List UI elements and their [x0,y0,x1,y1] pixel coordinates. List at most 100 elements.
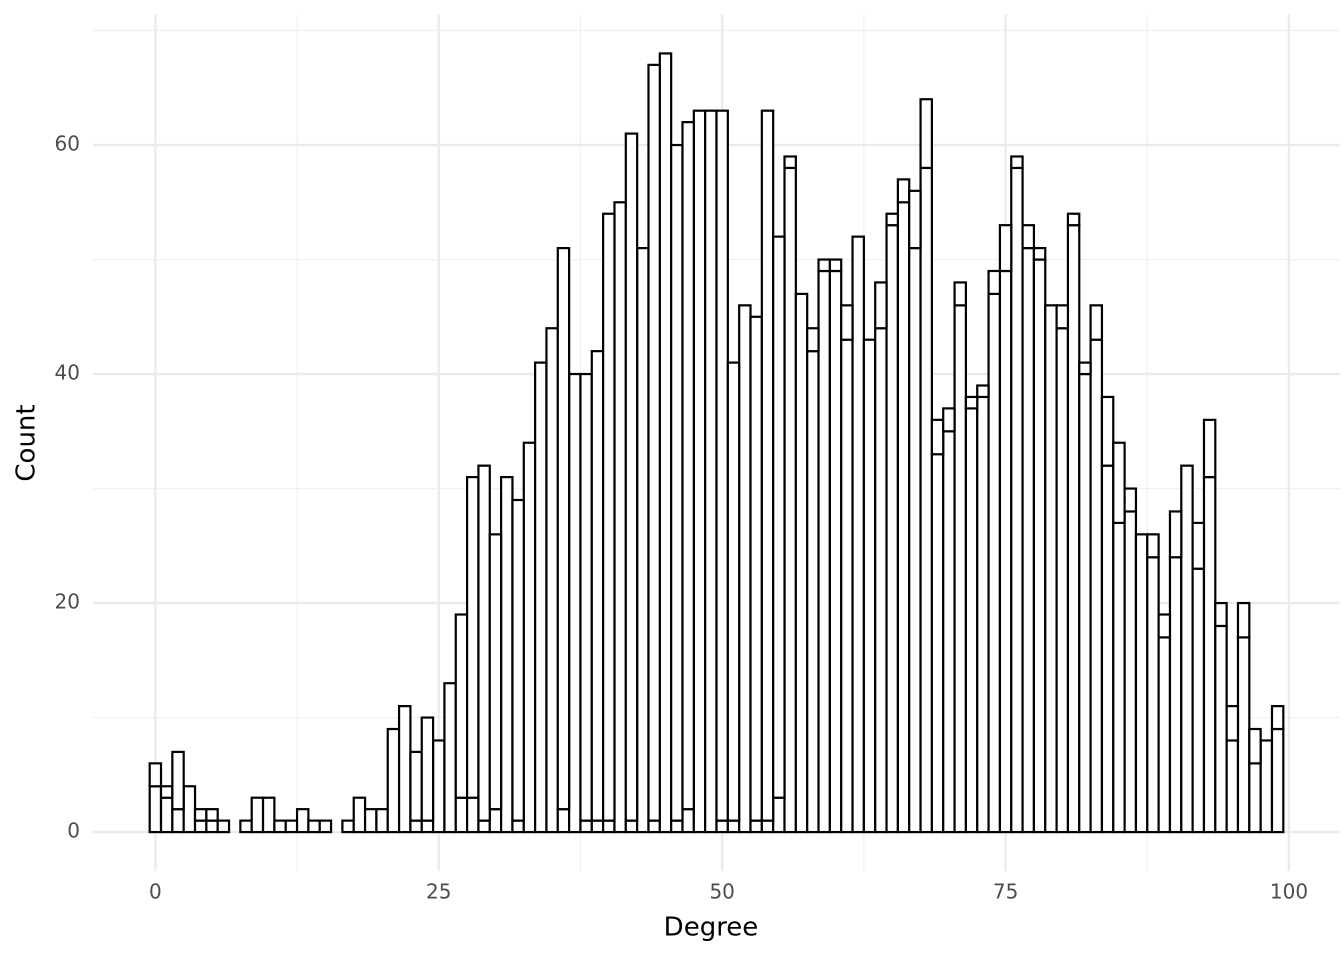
histogram-bar [1089,304,1104,341]
histogram-bar [443,682,457,834]
histogram-bar [919,166,933,834]
histogram-bar [1078,372,1092,834]
histogram-bar [647,63,661,822]
histogram-bar [908,189,922,250]
y-tick-label: 60 [55,132,80,156]
histogram-bar [738,304,752,834]
x-tick-label: 100 [1270,880,1308,904]
histogram-bar [488,533,503,811]
histogram-bar [1202,476,1217,834]
histogram-bar [420,819,435,834]
histogram-bar [1021,224,1036,250]
histogram-bar [1146,556,1160,834]
histogram-bar [862,338,877,834]
histogram-bar [1044,304,1058,834]
histogram-bar [1236,636,1251,834]
histogram-bar [885,212,899,227]
histogram-bar [1134,533,1149,834]
histogram-bar [715,819,729,834]
histogram-bar [726,361,741,822]
histogram-bar [1112,441,1126,525]
histogram-bar [477,819,491,834]
histogram-bar [794,292,809,834]
histogram-bar [896,178,911,204]
histogram-bar [159,796,174,834]
histogram-bar [454,613,469,799]
histogram-bar [987,269,1002,295]
histogram-bar [817,258,831,273]
histogram-bar [171,750,185,811]
histogram-bar [828,258,843,273]
histogram-bar [545,327,559,834]
histogram-bar [681,121,695,811]
histogram-bar [1123,510,1138,834]
histogram-bar [352,796,367,834]
histogram-bar [1100,464,1115,834]
histogram-bar [205,808,219,822]
histogram-bar [636,246,650,834]
histogram-bar [772,235,786,799]
histogram-bar [171,808,185,834]
histogram-bar [556,808,571,834]
histogram-bar [908,246,922,834]
histogram-bar [749,315,763,822]
histogram-bar [1168,556,1183,834]
histogram-bar [670,143,684,822]
histogram-bar [840,338,854,834]
histogram-bar [828,269,843,834]
histogram-bar [1236,601,1251,639]
histogram-bar [658,52,673,834]
histogram-bar [318,819,333,834]
histogram-bar [1248,727,1262,765]
histogram-bar [840,304,854,341]
histogram-bar [715,109,729,822]
histogram-bar [1270,727,1285,834]
histogram-bar [295,808,310,834]
histogram-bar [579,372,593,822]
histogram-bar [556,246,571,811]
histogram-bar [1202,418,1217,479]
histogram-bar [704,109,718,834]
histogram-bar [1157,636,1172,834]
histogram-bar [1055,304,1070,330]
histogram-bar [579,819,593,834]
histogram-bar [1112,521,1126,834]
histogram-bar [261,796,276,834]
histogram-bar [806,350,820,834]
x-tick-label: 25 [426,880,451,904]
histogram-bar [1010,166,1024,834]
histogram-bar [590,350,605,822]
histogram-bar [307,819,321,834]
histogram-bar [624,819,639,834]
histogram-bar [239,819,253,834]
histogram-bar [817,269,831,834]
histogram-bar [1032,258,1047,834]
histogram-bar [760,819,775,834]
histogram-bar [647,819,661,834]
histogram-bar [1032,246,1047,261]
histogram-bar [409,819,423,834]
histogram-bar [851,235,865,834]
histogram-bar [987,292,1002,834]
histogram-bar [942,407,956,433]
histogram-bar [1055,327,1070,834]
histogram-bar [1157,613,1172,639]
histogram-bar [534,361,548,834]
histogram-bar [692,109,707,834]
histogram-bar [1021,246,1036,834]
histogram-bar [431,739,446,834]
histogram-bar [1066,212,1081,227]
y-tick-label: 20 [55,590,80,614]
histogram-bar [1225,739,1240,834]
histogram-bar [488,808,503,834]
histogram-bar [1146,533,1160,559]
histogram-bar [919,98,933,170]
histogram-bar [964,395,979,410]
histogram-bar [500,476,514,834]
histogram-bar [976,384,990,399]
histogram-bar [159,785,174,799]
histogram-bar [284,819,299,834]
histogram-bar [681,808,695,834]
y-tick-label: 40 [55,361,80,385]
histogram-bar [522,441,537,834]
